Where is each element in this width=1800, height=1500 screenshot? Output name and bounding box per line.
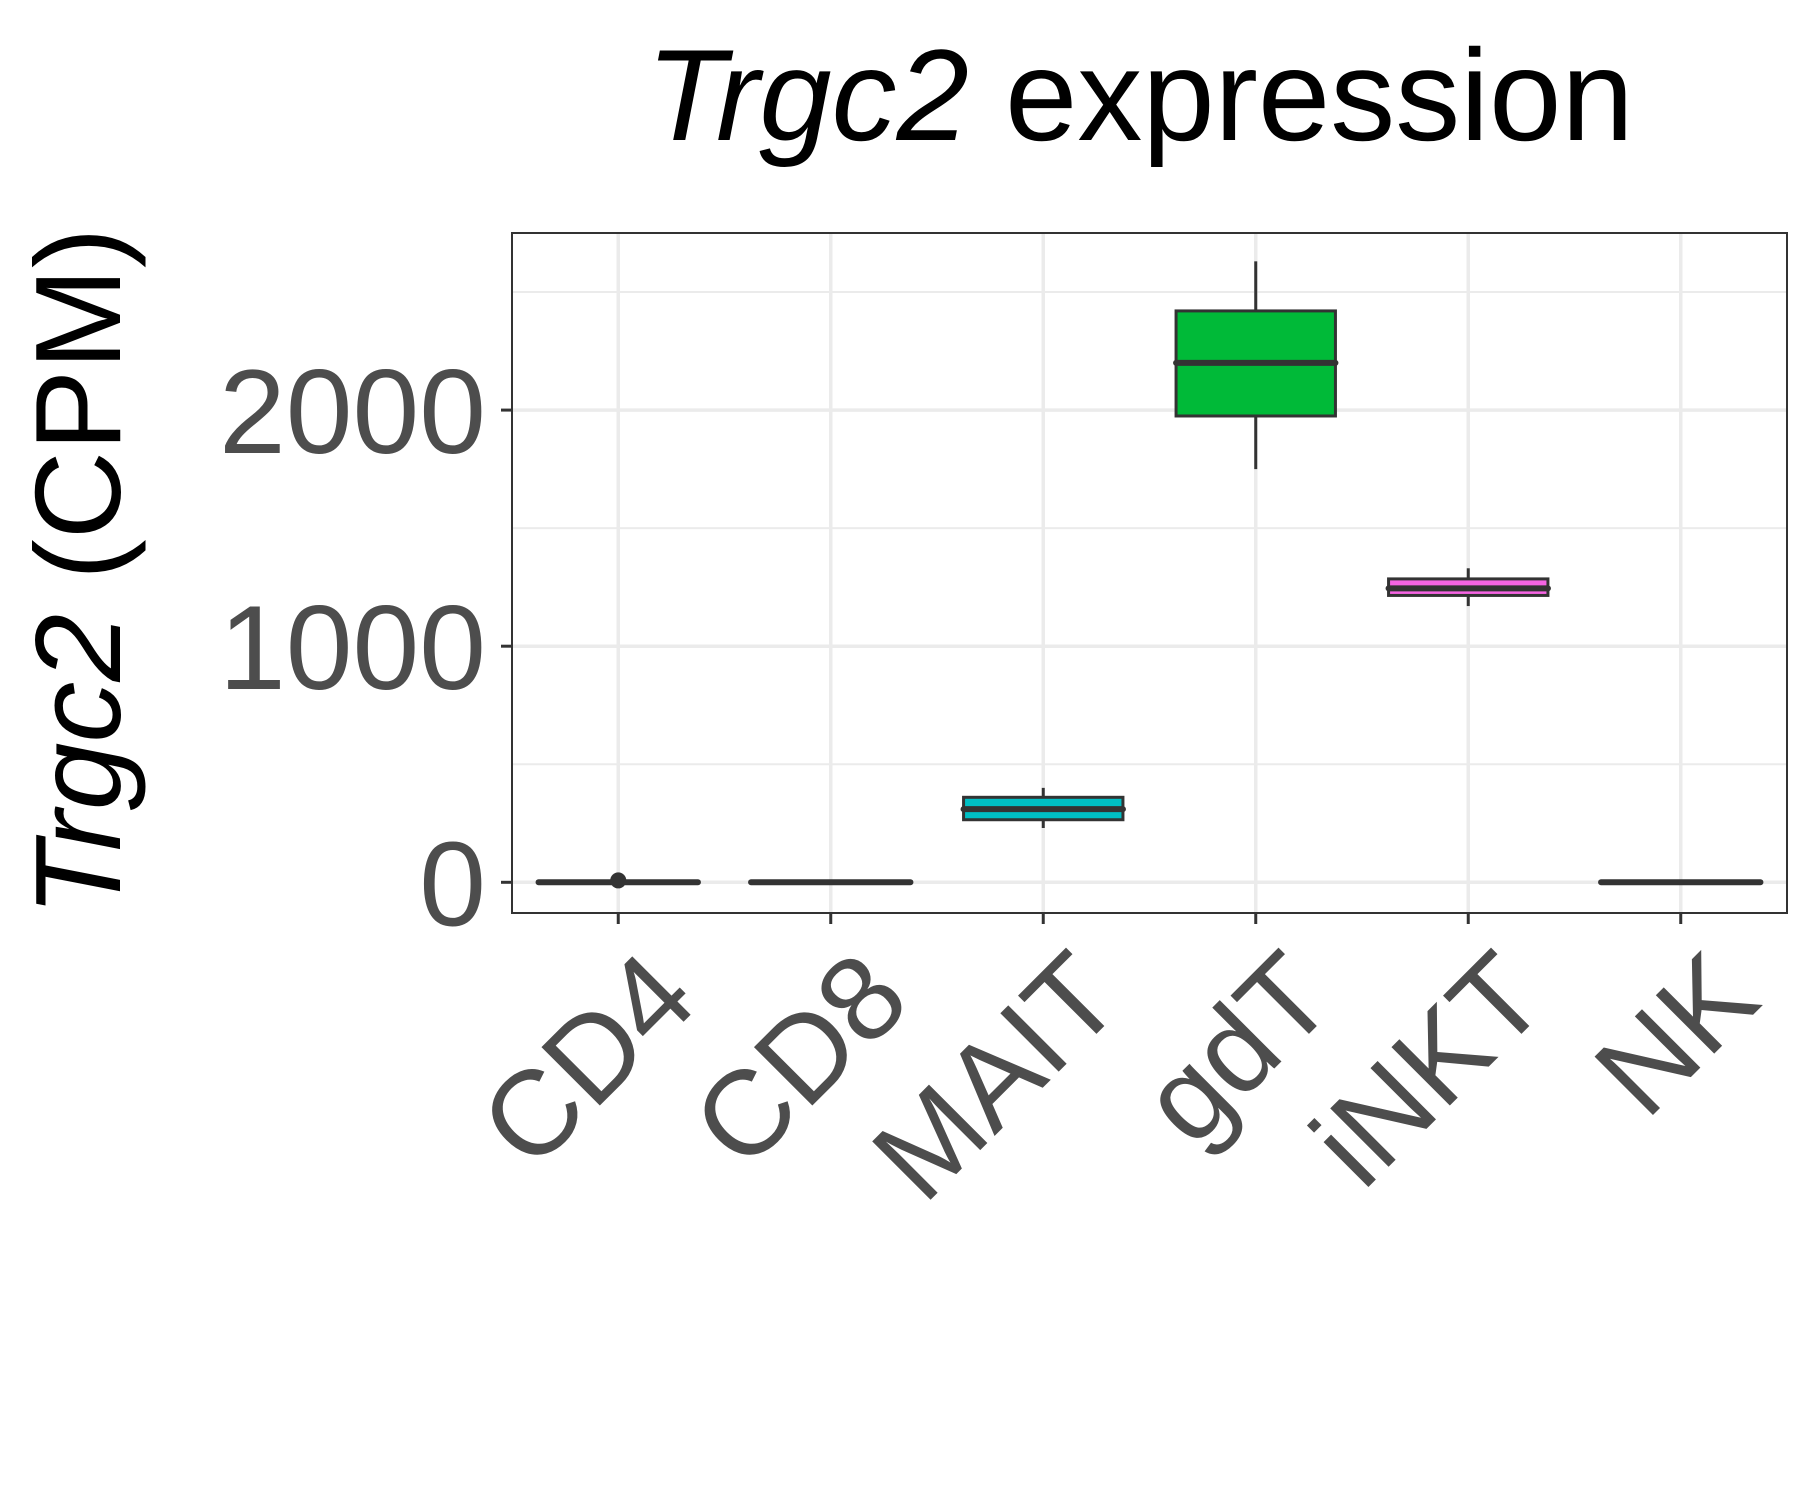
x-tick-label: MAIT <box>847 928 1144 1225</box>
y-tick-label: 0 <box>419 817 486 951</box>
box-cd4 <box>535 872 701 889</box>
x-tick-label: iNKT <box>1286 928 1569 1211</box>
y-axis-label-rest: (CPM) <box>10 227 146 613</box>
x-tick-label: NK <box>1570 928 1783 1141</box>
box-gdt <box>1173 261 1339 470</box>
major-grid <box>512 233 1787 913</box>
box-inkt <box>1385 568 1551 607</box>
y-tick-label: 2000 <box>219 345 486 479</box>
box-series <box>535 261 1764 889</box>
box-cd8 <box>748 879 914 886</box>
y-axis: 0 1000 2000 <box>219 345 512 951</box>
y-axis-label-italic: Trgc2 <box>10 614 146 917</box>
minor-grid <box>512 291 1787 766</box>
chart-title-rest: expression <box>969 22 1634 168</box>
y-tick-label: 1000 <box>219 581 486 715</box>
chart-title: Trgc2 expression <box>646 22 1633 168</box>
box-nk <box>1598 879 1764 886</box>
chart-title-italic: Trgc2 <box>646 22 969 168</box>
plot-panel-background <box>512 233 1787 913</box>
x-tick-label: CD4 <box>455 928 720 1193</box>
y-axis-label: Trgc2 (CPM) <box>10 227 146 916</box>
box-mait <box>960 787 1126 828</box>
plot-panel-border <box>511 232 1788 914</box>
outlier-point <box>610 872 627 889</box>
